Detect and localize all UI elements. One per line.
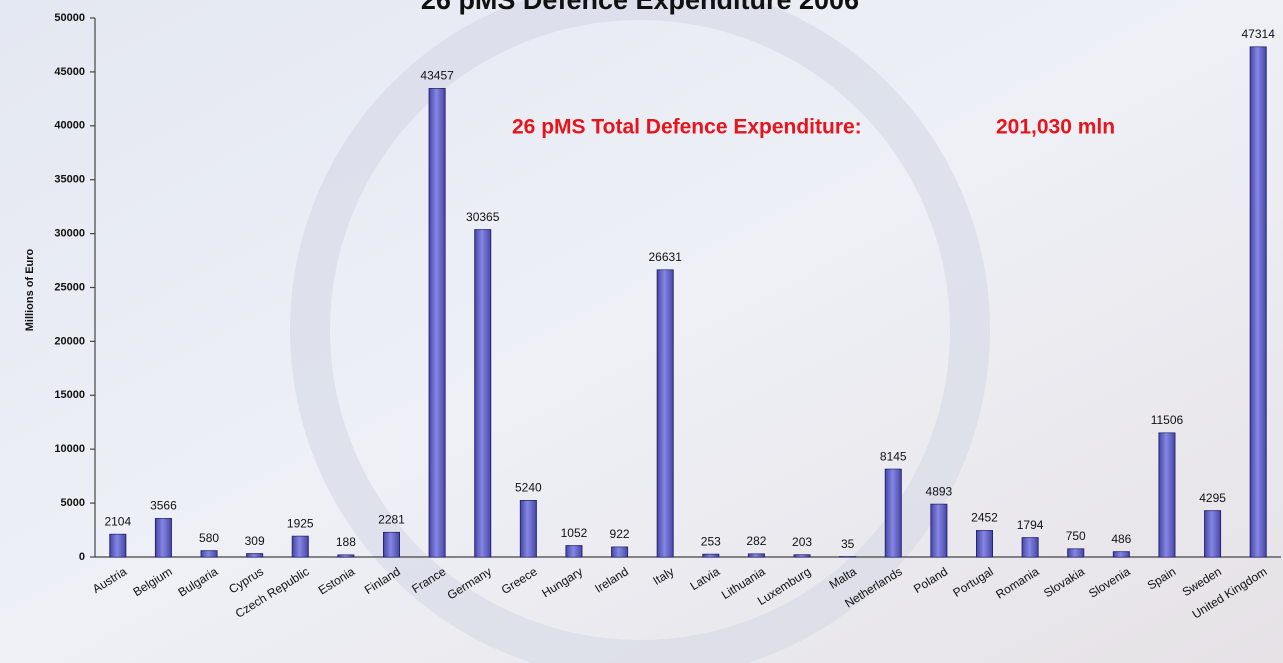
bar (793, 554, 811, 558)
y-tick-label: 30000 (54, 228, 85, 240)
bar (1158, 432, 1176, 558)
bar (200, 550, 218, 558)
data-label: 2104 (104, 514, 131, 528)
data-label: 2452 (971, 511, 998, 525)
bar (1112, 551, 1130, 558)
bar (1204, 510, 1222, 558)
data-label: 4893 (926, 484, 953, 498)
y-tick-label: 5000 (61, 497, 85, 509)
bar (1249, 46, 1267, 558)
y-tick-label: 35000 (54, 174, 85, 186)
data-label: 1794 (1017, 518, 1044, 532)
data-label: 30365 (466, 210, 500, 224)
annotation: 201,030 mln (996, 116, 1115, 139)
bar (337, 554, 355, 558)
bar (246, 553, 264, 558)
bar (611, 546, 629, 558)
data-label: 282 (746, 534, 766, 548)
bar (1067, 548, 1085, 558)
data-label: 203 (792, 535, 812, 549)
data-label: 47314 (1242, 27, 1276, 41)
data-label: 486 (1111, 532, 1131, 546)
bar (702, 553, 720, 558)
data-label: 4295 (1199, 491, 1226, 505)
data-label: 26631 (649, 250, 683, 264)
data-label: 35 (841, 537, 855, 551)
data-label: 253 (701, 534, 721, 548)
background-emblem (290, 0, 990, 663)
data-label: 1925 (287, 516, 314, 530)
bar (519, 500, 537, 558)
bar (154, 518, 172, 558)
y-tick-label: 0 (79, 551, 85, 563)
y-tick-label: 25000 (54, 281, 85, 293)
bar (291, 535, 309, 558)
bar (747, 553, 765, 558)
bar (428, 88, 446, 558)
bar (474, 229, 492, 558)
bar (109, 533, 127, 558)
bar (884, 468, 902, 558)
y-axis-label: Millions of Euro (24, 248, 36, 331)
y-tick-label: 10000 (54, 443, 85, 455)
bar (930, 503, 948, 558)
bar (383, 531, 400, 558)
data-label: 750 (1066, 529, 1086, 543)
bar (565, 545, 583, 558)
data-label: 922 (610, 527, 630, 541)
y-tick-label: 40000 (54, 120, 85, 132)
data-label: 2281 (378, 513, 405, 527)
y-tick-label: 50000 (54, 12, 85, 24)
bar (656, 269, 674, 558)
chart-title: 26 pMS Defence Expenditure 2006 (421, 0, 859, 15)
data-label: 309 (245, 534, 265, 548)
y-tick-label: 15000 (54, 389, 85, 401)
data-label: 580 (199, 531, 219, 545)
data-label: 188 (336, 535, 356, 549)
data-label: 11506 (1151, 413, 1184, 427)
y-tick-label: 45000 (54, 66, 85, 78)
data-label: 3566 (150, 499, 177, 513)
bar (1021, 537, 1039, 558)
data-label: 43457 (420, 69, 454, 83)
data-label: 1052 (561, 526, 588, 540)
data-label: 5240 (515, 481, 542, 495)
y-tick-label: 20000 (54, 335, 85, 347)
bar (976, 530, 993, 558)
data-label: 8145 (880, 449, 907, 463)
annotation: 26 pMS Total Defence Expenditure: (512, 116, 862, 139)
